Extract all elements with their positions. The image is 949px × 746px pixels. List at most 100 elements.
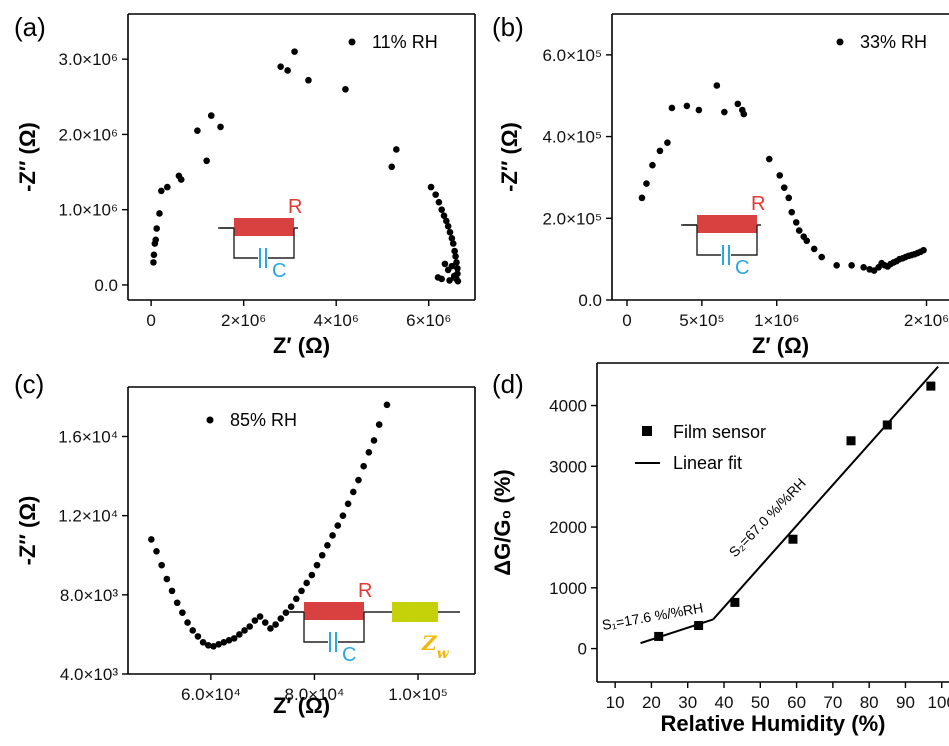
x-axis-label: Z′ (Ω): [273, 333, 330, 358]
x-axis-label: Relative Humidity (%): [661, 711, 886, 736]
y-tick-label: 3000: [549, 457, 587, 476]
x-tick-label: 70: [823, 693, 842, 712]
data-point: [920, 246, 927, 254]
data-point: [435, 198, 443, 206]
equivalent-circuit: R C Zw: [288, 580, 460, 666]
data-point: [788, 534, 798, 544]
data-point: [342, 85, 349, 93]
resistor-label: R: [751, 193, 765, 215]
slope-annotation-s2: S₂=67.0 %/%RH: [726, 475, 809, 560]
data-point: [267, 625, 274, 632]
data-point: [444, 222, 452, 230]
data-point: [643, 180, 650, 187]
warburg-subscript: w: [437, 646, 450, 662]
data-point: [256, 613, 264, 620]
data-point: [344, 500, 352, 508]
data-point: [207, 112, 215, 119]
data-point: [713, 82, 721, 89]
data-point: [177, 176, 185, 183]
x-tick-label: 2×10⁶: [221, 311, 266, 330]
panel-d: 10203040506070809010001000200030004000(d…: [490, 362, 949, 736]
x-tick-label: 8.0×10⁴: [285, 685, 345, 704]
data-point: [152, 236, 160, 244]
legend-marker: [348, 38, 356, 46]
x-tick-label: 0: [146, 311, 155, 330]
data-point: [184, 619, 191, 626]
data-point: [282, 609, 290, 616]
data-point: [365, 449, 373, 456]
data-point: [649, 161, 656, 169]
data-point: [313, 561, 321, 569]
x-tick-label: 10: [606, 693, 625, 712]
data-point: [375, 421, 383, 428]
fit-line-segment: [712, 365, 939, 621]
data-point: [860, 264, 867, 271]
resistor: [697, 215, 757, 233]
data-point: [153, 547, 160, 555]
data-point: [318, 551, 326, 559]
x-tick-label: 0: [622, 311, 631, 330]
data-point: [194, 127, 201, 134]
data-point: [189, 627, 197, 634]
data-point: [203, 157, 210, 165]
y-axis-label: -Z″ (Ω): [15, 122, 40, 192]
data-points: [638, 82, 927, 274]
capacitor-label: C: [735, 257, 749, 279]
y-tick-label: 4.0×10³: [60, 665, 118, 684]
y-tick-label: 4.0×10⁵: [542, 128, 602, 147]
y-tick-label: 3.0×10⁶: [59, 50, 118, 69]
data-point: [199, 639, 207, 646]
data-point: [740, 110, 748, 118]
y-tick-label: 1000: [549, 579, 587, 598]
y-tick-label: 8.0×10³: [60, 586, 118, 605]
data-point: [210, 642, 217, 650]
data-point: [217, 123, 224, 131]
data-point: [194, 633, 202, 640]
data-point: [246, 623, 254, 630]
data-point: [298, 587, 305, 595]
data-point: [785, 194, 793, 202]
resistor: [304, 602, 364, 620]
x-tick-label: 100: [928, 693, 949, 712]
data-point: [695, 106, 703, 114]
data-point: [432, 191, 439, 198]
x-tick-label: 50: [751, 693, 770, 712]
data-point: [339, 512, 347, 519]
fit-line-segment: [640, 618, 714, 645]
legend-label: Film sensor: [673, 422, 766, 442]
data-point: [452, 253, 459, 260]
data-point: [156, 210, 163, 217]
legend-label: 33% RH: [860, 32, 927, 52]
x-tick-label: 1×10⁶: [754, 311, 799, 330]
data-point: [451, 247, 458, 255]
y-axis-label: -Z″ (Ω): [497, 122, 522, 192]
x-tick-label: 30: [678, 693, 697, 712]
data-point: [148, 536, 155, 543]
x-tick-label: 6×10⁶: [406, 311, 451, 330]
data-point: [308, 571, 316, 579]
data-point: [846, 436, 856, 446]
data-point: [444, 266, 452, 274]
data-point: [734, 100, 742, 108]
data-point: [236, 631, 243, 638]
data-point: [334, 522, 342, 529]
data-point: [215, 641, 222, 648]
data-point: [721, 108, 728, 116]
data-point: [656, 147, 664, 155]
capacitor-label: C: [342, 644, 356, 666]
data-point: [664, 139, 671, 146]
capacitor-branch: [338, 612, 365, 643]
data-point: [449, 240, 457, 247]
warburg-element: [392, 602, 438, 622]
y-tick-label: 2000: [549, 518, 587, 537]
data-point: [220, 639, 228, 646]
legend-marker: [206, 416, 214, 424]
data-point: [303, 579, 310, 587]
legend-marker: [836, 38, 844, 46]
legend-label: Linear fit: [673, 453, 742, 473]
data-point: [393, 146, 400, 153]
x-tick-label: 90: [896, 693, 915, 712]
equivalent-circuit: RC: [218, 196, 302, 282]
data-point: [383, 401, 391, 409]
